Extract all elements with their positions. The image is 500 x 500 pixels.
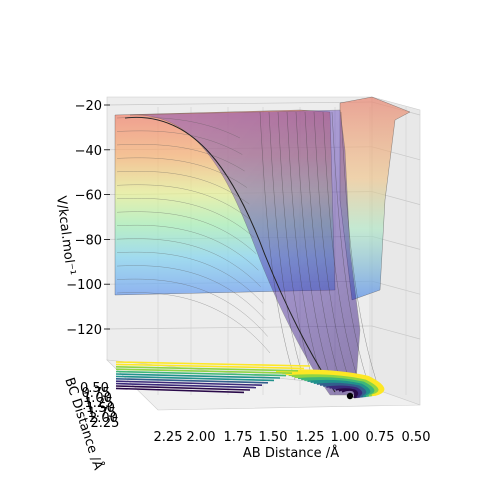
- mesh-line: [116, 184, 252, 221]
- x-tick-label: 2.25: [154, 430, 183, 445]
- mesh-line: [259, 111, 296, 381]
- y-tick-label: 2.00: [89, 411, 118, 426]
- contour-line: [115, 387, 245, 394]
- x-tick-label: 0.50: [402, 430, 431, 445]
- z-tick-label: −100: [66, 278, 102, 293]
- surface-ridge-line: [124, 116, 336, 393]
- x-axis-label: AB Distance /Å: [243, 445, 339, 461]
- z-gridline: [106, 101, 373, 106]
- z-tick-label: −40: [75, 144, 102, 159]
- z-tick-label: −20: [75, 99, 102, 114]
- contour-line: [115, 366, 299, 372]
- contour-line: [275, 369, 385, 396]
- y-axis-ticks: 0.500.751.001.251.501.752.002.25: [80, 381, 119, 431]
- mesh-line: [116, 171, 250, 205]
- x-tick-label: 1.75: [224, 430, 253, 445]
- x-tick-label: 1.25: [296, 430, 325, 445]
- mesh-line: [277, 111, 314, 381]
- mesh-line: [116, 238, 261, 287]
- z-tick-label: −80: [75, 233, 102, 248]
- mesh-line: [322, 111, 359, 381]
- contour-line: [115, 380, 263, 386]
- contour-line: [115, 382, 257, 389]
- y-tick-label: 1.50: [86, 401, 115, 416]
- potential-surface: [114, 96, 411, 396]
- y-tick-label: 1.75: [88, 406, 117, 421]
- x-tick-label: 2.00: [187, 430, 216, 445]
- mesh-line: [116, 251, 264, 304]
- surface-mesh: [116, 111, 377, 381]
- y-tick-label: 0.75: [82, 386, 111, 401]
- x-tick-label: 0.75: [366, 430, 395, 445]
- mesh-line: [313, 111, 350, 381]
- mesh-line: [295, 111, 332, 381]
- mesh-line: [116, 198, 254, 238]
- mesh-line: [116, 265, 266, 321]
- mesh-line: [116, 292, 271, 354]
- contour-line: [115, 361, 311, 367]
- mesh-line: [340, 111, 377, 381]
- y-tick-label: 1.00: [83, 391, 112, 406]
- floor-contours: [115, 361, 385, 400]
- y-tick-label: 2.25: [91, 416, 120, 431]
- x-tick-label: 1.00: [331, 430, 360, 445]
- z-tick-label: −60: [75, 189, 102, 204]
- y-tick-label: 0.50: [80, 381, 109, 396]
- mesh-line: [331, 111, 368, 381]
- contour-line: [115, 375, 275, 382]
- mesh-line: [116, 117, 241, 139]
- contour-line: [115, 370, 287, 377]
- z-axis-ticks: −20 −40 −60 −80 −100 −120: [66, 99, 110, 338]
- z-tick-label: −120: [66, 323, 102, 338]
- x-axis-ticks: 2.25 2.00 1.75 1.50 1.25 1.00 0.75 0.50: [154, 430, 431, 445]
- mesh-line: [116, 225, 259, 271]
- contour-line: [115, 363, 305, 370]
- mesh-line: [116, 130, 243, 155]
- x-tick-label: 1.50: [259, 430, 288, 445]
- mesh-line: [304, 111, 341, 381]
- mesh-line: [116, 144, 245, 172]
- mesh-line: [268, 111, 305, 381]
- mesh-line: [286, 111, 323, 381]
- contour-line: [115, 378, 269, 384]
- contour-line: [115, 385, 251, 391]
- contour-line: [115, 368, 293, 374]
- minimum-marker: [346, 392, 354, 400]
- y-tick-label: 1.25: [85, 396, 114, 411]
- mesh-line: [116, 278, 268, 337]
- mesh-line: [116, 157, 248, 188]
- contour-line: [115, 373, 281, 379]
- mesh-line: [116, 211, 257, 254]
- z-gridline-side: [371, 325, 421, 340]
